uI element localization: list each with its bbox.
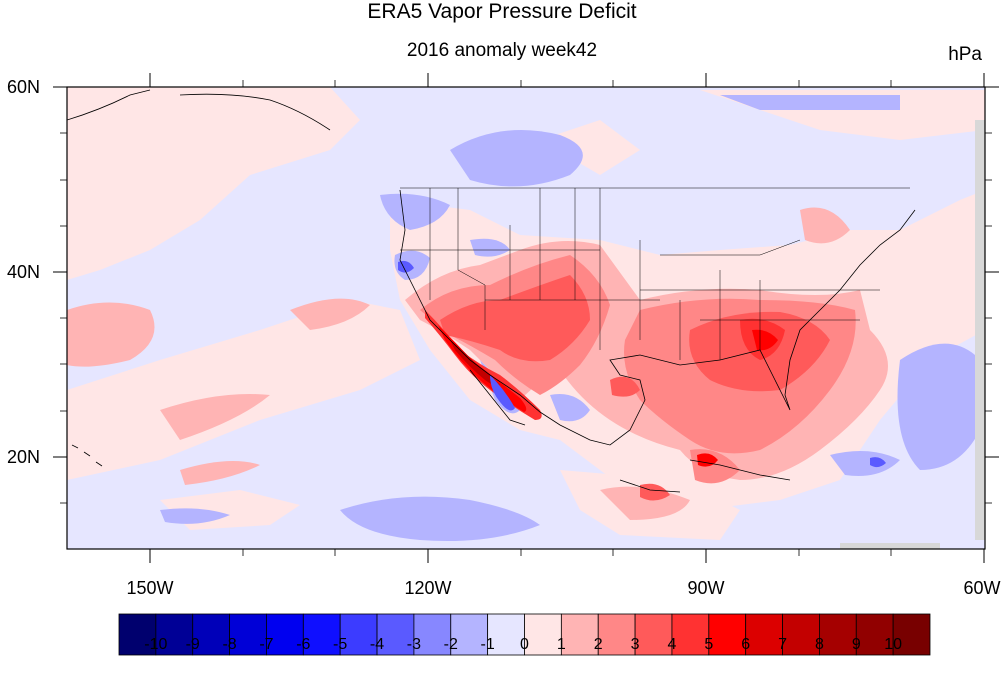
colorbar-tick-label: 5 xyxy=(704,636,714,653)
axis-ticks xyxy=(53,73,999,563)
colorbar-box xyxy=(376,613,415,656)
colorbar-box xyxy=(155,613,194,656)
anomaly-field xyxy=(67,87,985,549)
lon-label-90w: 90W xyxy=(687,578,725,598)
colorbar-tick-label: 4 xyxy=(667,636,677,653)
colorbar-tick-label: -5 xyxy=(333,636,348,653)
colorbar-box xyxy=(524,613,562,656)
lon-label-120w: 120W xyxy=(404,578,452,598)
colorbar-box xyxy=(302,613,341,656)
colorbar-box xyxy=(560,613,599,656)
state-borders xyxy=(400,187,910,360)
colorbar-tick-label: -3 xyxy=(406,636,422,653)
lat-label-60n: 60N xyxy=(6,77,40,97)
colorbar-tick-label: 8 xyxy=(814,636,824,653)
colorbar-box xyxy=(487,613,525,656)
lat-label-40n: 40N xyxy=(6,262,40,282)
colorbar-box xyxy=(229,613,267,656)
missing-data-strip xyxy=(975,120,985,540)
colorbar-tick-label: -2 xyxy=(443,636,458,653)
lon-label-60w: 60W xyxy=(963,578,1001,598)
figure-subtitle: 2016 anomaly week42 xyxy=(406,40,598,61)
colorbar-tick-label: -10 xyxy=(144,636,168,653)
colorbar-box xyxy=(450,613,489,656)
missing-data-bottom xyxy=(840,543,940,549)
colorbar-tick-label: -7 xyxy=(259,636,274,653)
colorbar-tick-label: -9 xyxy=(185,636,200,653)
colorbar-box xyxy=(266,613,304,656)
colorbar-tick-label: -1 xyxy=(480,636,495,653)
level-8-sw xyxy=(450,340,500,386)
colorbar-box xyxy=(634,613,673,656)
level-7-caribbean xyxy=(697,453,718,467)
coastlines xyxy=(67,89,916,493)
colorbar-tick-label: -6 xyxy=(296,636,311,653)
colorbar-box xyxy=(782,613,820,656)
lon-label-150w: 150W xyxy=(126,578,174,598)
colorbar xyxy=(118,613,931,656)
colorbar-box xyxy=(855,613,894,656)
colorbar-tick-label: 9 xyxy=(851,636,861,653)
colorbar-tick-label: 2 xyxy=(593,636,603,653)
colorbar-tick-label: -8 xyxy=(222,636,237,653)
colorbar-box xyxy=(819,613,857,656)
colorbar-tick-label: 3 xyxy=(630,636,640,653)
colorbar-box xyxy=(892,613,931,656)
colorbar-tick-label: 0 xyxy=(520,636,529,653)
colorbar-box xyxy=(745,613,783,656)
units-label: hPa xyxy=(948,44,982,65)
hispaniola-negative xyxy=(870,457,886,468)
figure-title: ERA5 Vapor Pressure Deficit xyxy=(367,0,637,23)
colorbar-tick-label: 1 xyxy=(556,636,566,653)
baja-negative xyxy=(490,375,515,411)
colorbar-tick-label: 7 xyxy=(778,636,787,653)
level-6-se xyxy=(752,329,778,351)
colorbar-box xyxy=(671,613,710,656)
level-6-sw xyxy=(438,325,527,412)
colorbar-box xyxy=(597,613,636,656)
colorbar-tick-label: 6 xyxy=(741,636,751,653)
colorbar-box xyxy=(708,613,747,656)
colorbar-tick-label: -4 xyxy=(369,636,385,653)
colorbar-tick-label: 10 xyxy=(884,636,903,653)
lat-label-20n: 20N xyxy=(6,447,40,467)
